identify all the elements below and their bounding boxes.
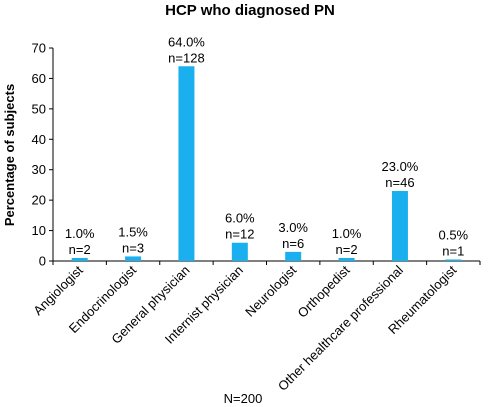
data-label-percent: 64.0% — [168, 34, 205, 49]
bar — [178, 66, 195, 261]
bar — [338, 257, 355, 261]
chart-title: HCP who diagnosed PN — [165, 2, 335, 19]
data-label-count: n=128 — [168, 50, 205, 65]
bar — [445, 259, 462, 261]
data-label-percent: 0.5% — [438, 227, 468, 242]
y-tick-label: 70 — [32, 41, 46, 56]
y-tick-label: 20 — [32, 193, 46, 208]
data-label-count: n=46 — [385, 175, 414, 190]
bar — [125, 256, 142, 261]
data-label-percent: 1.5% — [118, 224, 148, 239]
data-label-percent: 1.0% — [332, 226, 362, 241]
y-tick-label: 10 — [32, 223, 46, 238]
y-tick-label: 60 — [32, 71, 46, 86]
bar — [71, 257, 88, 261]
bar — [231, 242, 248, 261]
y-axis: 0 10 20 30 40 50 60 70 — [32, 41, 54, 269]
data-label-percent: 6.0% — [225, 211, 255, 226]
data-label-count: n=2 — [336, 242, 358, 257]
y-tick-label: 30 — [32, 162, 46, 177]
data-label-percent: 1.0% — [65, 226, 95, 241]
data-label-percent: 3.0% — [278, 220, 308, 235]
sample-size-note: N=200 — [224, 391, 263, 406]
bar — [391, 191, 408, 261]
x-category-label: Orthopedist — [295, 262, 353, 320]
bar — [285, 251, 302, 261]
y-tick-label: 0 — [39, 254, 46, 269]
data-label-count: n=3 — [122, 240, 144, 255]
y-axis-title: Percentage of subjects — [2, 84, 17, 226]
data-label-count: n=2 — [69, 242, 91, 257]
data-label-count: n=12 — [225, 227, 254, 242]
x-axis — [52, 260, 481, 265]
x-category-label: Angiologist — [30, 262, 86, 318]
bar-group — [71, 66, 462, 261]
x-category-label: Neurologist — [242, 262, 299, 319]
data-label-count: n=1 — [442, 243, 464, 258]
y-tick-label: 40 — [32, 132, 46, 147]
data-label-count: n=6 — [282, 236, 304, 251]
data-label-percent: 23.0% — [382, 159, 419, 174]
y-tick-label: 50 — [32, 101, 46, 116]
